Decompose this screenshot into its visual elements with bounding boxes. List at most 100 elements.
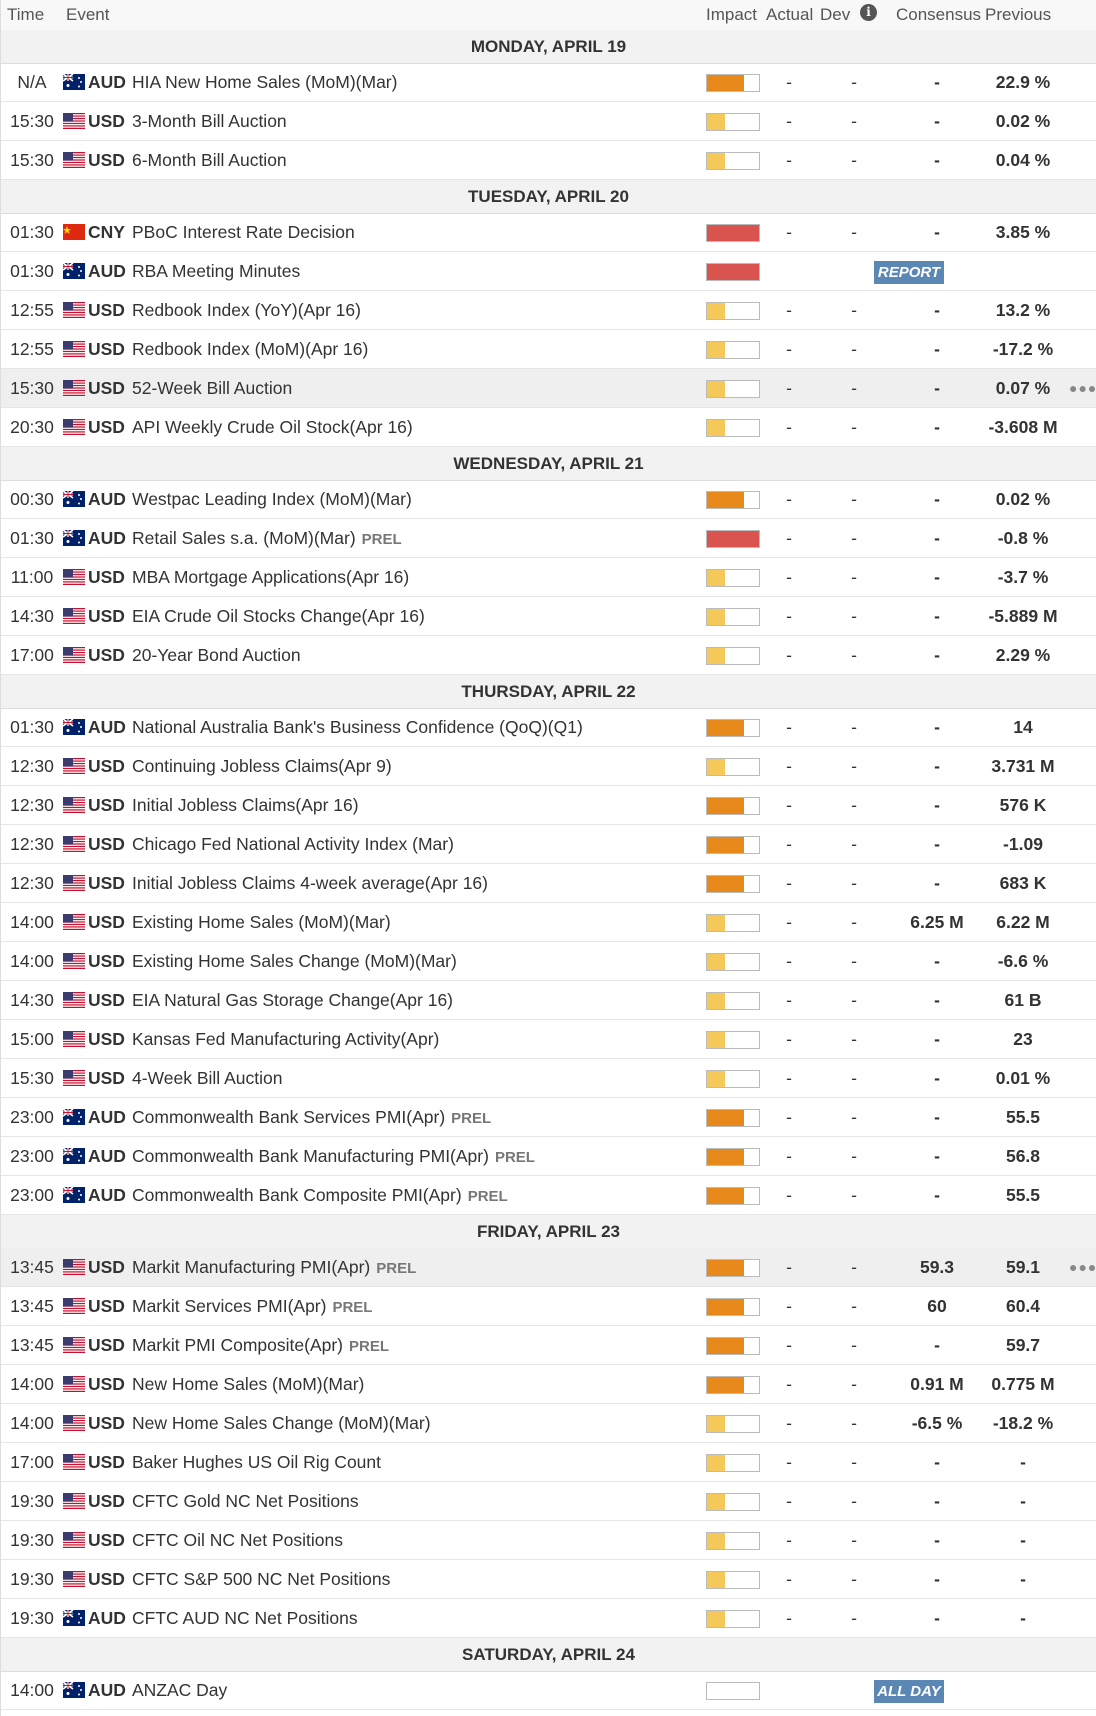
- event-row[interactable]: 12:30 USD Initial Jobless Claims 4-week av…: [1, 864, 1096, 903]
- event-row[interactable]: 17:00 USD Baker Hughes US Oil Rig Count - - -…: [1, 1443, 1096, 1482]
- impact-fill: [707, 648, 725, 664]
- event-row[interactable]: 15:30 USD 6-Month Bill Auction - - - 0.04 %: [1, 141, 1096, 180]
- country-flag: [63, 953, 85, 969]
- event-row[interactable]: 19:30 USD CFTC S&P 500 NC Net Positions - - -…: [1, 1560, 1096, 1599]
- event-name: CFTC Gold NC Net Positions: [132, 1482, 359, 1520]
- event-row[interactable]: 11:00 USD MBA Mortgage Applications(Apr 16…: [1, 558, 1096, 597]
- previous: -3.7 %: [997, 567, 1049, 587]
- event-row[interactable]: 12:55 USD Redbook Index (MoM)(Apr 16) - - - -1…: [1, 330, 1096, 369]
- event-row[interactable]: 12:30 USD Initial Jobless Claims(Apr 16) - -…: [1, 786, 1096, 825]
- event-badge[interactable]: ALL DAY: [874, 1680, 944, 1703]
- event-row[interactable]: 19:30 AUD CFTC AUD NC Net Positions - - - -: [1, 1599, 1096, 1638]
- impact-bar: [706, 836, 760, 854]
- event-name: 20-Year Bond Auction: [132, 636, 301, 674]
- event-row[interactable]: 01:30 AUD RBA Meeting Minutes REPORT: [1, 252, 1096, 291]
- event-name: CFTC Oil NC Net Positions: [132, 1521, 343, 1559]
- event-row[interactable]: 14:00 AUD ANZAC Day ALL DAY: [1, 1671, 1096, 1710]
- country-flag: [63, 992, 85, 1008]
- event-row[interactable]: N/A AUD HIA New Home Sales (MoM)(Mar) - - - 22…: [1, 63, 1096, 102]
- event-row[interactable]: 00:30 AUD Westpac Leading Index (MoM)(Mar)…: [1, 480, 1096, 519]
- impact-bar: [706, 1109, 760, 1127]
- impact-bar: [706, 1070, 760, 1088]
- event-time: 14:00: [10, 912, 54, 932]
- actual: -: [786, 756, 792, 776]
- event-row[interactable]: 19:30 USD CFTC Oil NC Net Positions - - - -: [1, 1521, 1096, 1560]
- event-name: Initial Jobless Claims(Apr 16): [132, 786, 359, 824]
- event-row[interactable]: 14:00 USD New Home Sales Change (MoM)(Mar)…: [1, 1404, 1096, 1443]
- event-row[interactable]: 13:45 USD Markit Services PMI(Apr) PREL - - 60…: [1, 1287, 1096, 1326]
- consensus: -6.5 %: [911, 1413, 963, 1433]
- event-row[interactable]: 23:00 AUD Commonwealth Bank Services PMI(A…: [1, 1098, 1096, 1137]
- deviation: -: [851, 567, 857, 587]
- event-row[interactable]: 13:45 USD Markit PMI Composite(Apr) PREL - - -…: [1, 1326, 1096, 1365]
- event-title: 4-Week Bill Auction: [132, 1068, 283, 1088]
- event-time: 14:30: [10, 606, 54, 626]
- actual: -: [786, 1452, 792, 1472]
- event-row[interactable]: 15:30 USD 4-Week Bill Auction - - - 0.01 %: [1, 1059, 1096, 1098]
- event-row[interactable]: 12:30 USD Chicago Fed National Activity In…: [1, 825, 1096, 864]
- impact-bar: [706, 74, 760, 92]
- impact-bar: [706, 491, 760, 509]
- event-title: MBA Mortgage Applications(Apr 16): [132, 567, 410, 587]
- day-header: THURSDAY, APRIL 22: [1, 675, 1096, 709]
- event-row[interactable]: 12:30 USD Continuing Jobless Claims(Apr 9)…: [1, 747, 1096, 786]
- event-row[interactable]: 19:30 USD CFTC Gold NC Net Positions - - - -: [1, 1482, 1096, 1521]
- impact-fill: [707, 1071, 725, 1087]
- consensus: -: [934, 1068, 940, 1088]
- info-icon[interactable]: i: [860, 4, 877, 21]
- country-flag: [63, 836, 85, 852]
- event-row[interactable]: 23:00 AUD Commonwealth Bank Composite PMI(…: [1, 1176, 1096, 1215]
- impact-bar: [706, 113, 760, 131]
- event-row[interactable]: 14:30 USD EIA Natural Gas Storage Change(A…: [1, 981, 1096, 1020]
- event-name: Continuing Jobless Claims(Apr 9): [132, 747, 392, 785]
- event-row[interactable]: 15:00 USD Kansas Fed Manufacturing Activit…: [1, 1020, 1096, 1059]
- event-row[interactable]: 15:30 USD 3-Month Bill Auction - - - 0.02 %: [1, 102, 1096, 141]
- actual: -: [786, 1107, 792, 1127]
- country-flag: [63, 419, 85, 435]
- previous: 0.07 %: [995, 378, 1051, 398]
- event-row[interactable]: 14:00 USD New Home Sales (MoM)(Mar) - - 0.91 …: [1, 1365, 1096, 1404]
- event-time: 14:00: [10, 1680, 54, 1700]
- actual: -: [786, 834, 792, 854]
- event-row[interactable]: 23:00 AUD Commonwealth Bank Manufacturing …: [1, 1137, 1096, 1176]
- more-menu[interactable]: ●●●: [1069, 1259, 1096, 1275]
- country-flag: [63, 569, 85, 585]
- event-badge[interactable]: REPORT: [874, 261, 944, 284]
- consensus: 60: [927, 1296, 947, 1316]
- event-name: Kansas Fed Manufacturing Activity(Apr): [132, 1020, 439, 1058]
- impact-fill: [707, 1032, 725, 1048]
- event-row[interactable]: 01:30 AUD Retail Sales s.a. (MoM)(Mar) PREL…: [1, 519, 1096, 558]
- event-row[interactable]: 12:55 USD Redbook Index (YoY)(Apr 16) - - - 13…: [1, 291, 1096, 330]
- event-row[interactable]: 14:00 USD Existing Home Sales Change (MoM)…: [1, 942, 1096, 981]
- event-row[interactable]: 17:00 USD 20-Year Bond Auction - - - 2.29 %: [1, 636, 1096, 675]
- deviation: -: [851, 339, 857, 359]
- impact-bar: [706, 1259, 760, 1277]
- deviation: -: [851, 756, 857, 776]
- consensus: -: [934, 378, 940, 398]
- actual: -: [786, 72, 792, 92]
- event-row[interactable]: 20:30 USD API Weekly Crude Oil Stock(Apr 1…: [1, 408, 1096, 447]
- event-row[interactable]: 01:30 AUD National Australia Bank's Busine…: [1, 708, 1096, 747]
- currency: USD: [88, 873, 125, 893]
- actual: -: [786, 1335, 792, 1355]
- actual: -: [786, 990, 792, 1010]
- event-row[interactable]: 14:00 USD Existing Home Sales (MoM)(Mar) - -…: [1, 903, 1096, 942]
- event-row[interactable]: 13:45 USD Markit Manufacturing PMI(Apr) PRE…: [1, 1248, 1096, 1287]
- previous: 0.02 %: [995, 489, 1051, 509]
- impact-bar: [706, 1187, 760, 1205]
- impact-bar: [706, 263, 760, 281]
- event-row[interactable]: 14:30 USD EIA Crude Oil Stocks Change(Apr …: [1, 597, 1096, 636]
- event-row[interactable]: 01:30 CNY PBoC Interest Rate Decision - - - 3.…: [1, 213, 1096, 252]
- day-header: WEDNESDAY, APRIL 21: [1, 447, 1096, 481]
- consensus: -: [934, 1608, 940, 1628]
- actual: -: [786, 150, 792, 170]
- event-time: 01:30: [10, 222, 54, 242]
- event-name: Commonwealth Bank Services PMI(Apr) PREL: [132, 1098, 491, 1138]
- impact-bar: [706, 1376, 760, 1394]
- impact-fill: [707, 531, 759, 547]
- previous: 0.02 %: [995, 111, 1051, 131]
- event-time: 14:00: [10, 1413, 54, 1433]
- event-tag: PREL: [349, 1338, 390, 1355]
- event-row[interactable]: 15:30 USD 52-Week Bill Auction - - - 0.07 % ●●●: [1, 369, 1096, 408]
- more-menu[interactable]: ●●●: [1069, 380, 1096, 396]
